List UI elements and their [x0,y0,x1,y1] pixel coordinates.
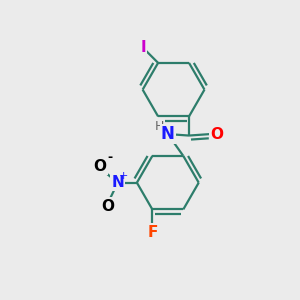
Text: I: I [140,40,146,56]
Text: N: N [161,125,175,143]
Text: -: - [107,151,112,164]
Text: O: O [210,127,223,142]
Text: H: H [154,120,164,133]
Text: F: F [147,225,158,240]
Text: O: O [94,159,106,174]
Text: N: N [111,175,124,190]
Text: O: O [101,199,114,214]
Text: +: + [118,171,128,181]
